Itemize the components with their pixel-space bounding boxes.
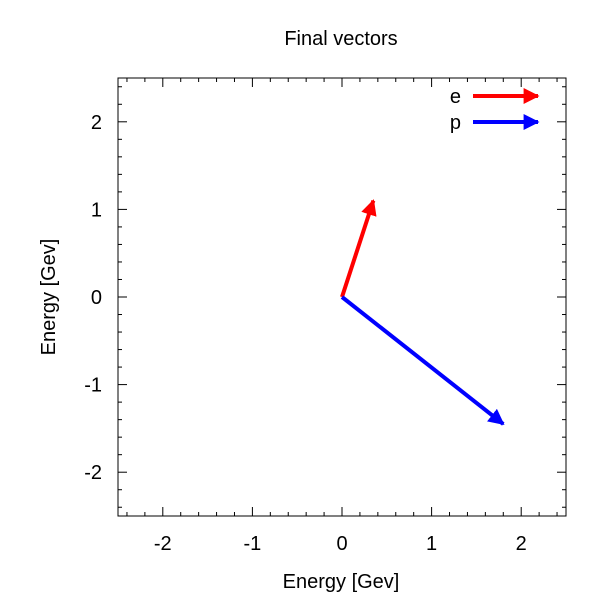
y-axis-tick-labels: -2 -1 0 1 2 <box>84 112 102 484</box>
y-tick-label: 0 <box>91 287 102 309</box>
chart-title: Final vectors <box>284 28 397 50</box>
x-tick-label: -2 <box>154 533 172 555</box>
vector-p <box>340 295 505 426</box>
y-tick-label: -2 <box>84 462 102 484</box>
x-axis-tick-labels: -2 -1 0 1 2 <box>154 533 527 555</box>
y-axis-label: Energy [Gev] <box>38 239 60 356</box>
x-tick-label: 2 <box>516 533 527 555</box>
vectors <box>340 199 505 426</box>
legend-label-e: e <box>450 86 461 108</box>
y-tick-label: 1 <box>91 199 102 221</box>
x-axis-label: Energy [Gev] <box>283 571 400 593</box>
legend: ep <box>450 86 540 134</box>
vector-e <box>340 199 377 298</box>
x-axis-ticks <box>126 78 558 516</box>
y-tick-label: -1 <box>84 375 102 397</box>
x-tick-label: 0 <box>336 533 347 555</box>
y-tick-label: 2 <box>91 112 102 134</box>
x-tick-label: 1 <box>426 533 437 555</box>
legend-label-p: p <box>450 112 461 134</box>
y-axis-ticks <box>118 86 566 508</box>
x-tick-label: -1 <box>244 533 262 555</box>
